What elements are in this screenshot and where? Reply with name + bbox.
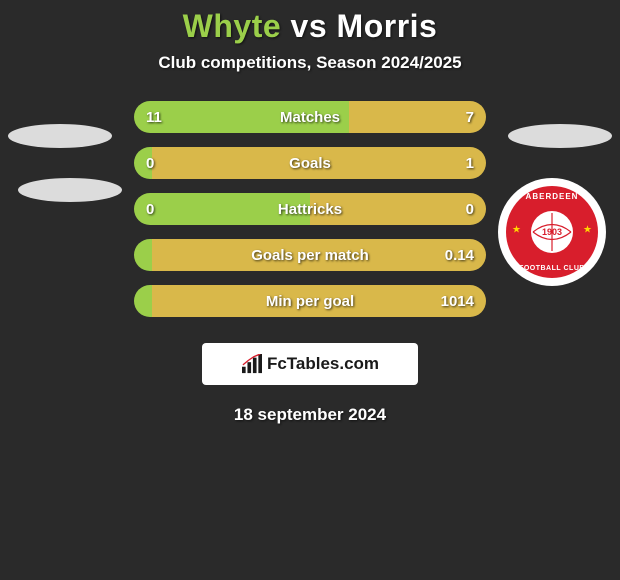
page-title: Whyte vs Morris [183, 8, 438, 45]
player2-name: Morris [337, 8, 438, 44]
stat-row: 1014Min per goal [134, 285, 486, 317]
date-text: 18 september 2024 [234, 405, 386, 425]
stats-list: 117Matches 01Goals 00Hattricks 0.14Goals pe… [134, 101, 486, 317]
stat-label: Matches [134, 109, 486, 126]
stat-row: 01Goals [134, 147, 486, 179]
stat-label: Goals [134, 155, 486, 172]
stat-label: Min per goal [134, 293, 486, 310]
brand-text: FcTables.com [267, 354, 379, 374]
player1-name: Whyte [183, 8, 282, 44]
stat-row: 117Matches [134, 101, 486, 133]
stat-row: 0.14Goals per match [134, 239, 486, 271]
badge-ball: 1903 [531, 211, 573, 253]
brand-box: FcTables.com [202, 343, 418, 385]
placeholder-oval-right-1 [508, 124, 612, 148]
stat-row: 00Hattricks [134, 193, 486, 225]
stat-label: Hattricks [134, 201, 486, 218]
badge-bottom-text: FOOTBALL CLUB [506, 265, 598, 272]
placeholder-oval-left-2 [18, 178, 122, 202]
club-badge: ABERDEEN ★★ 1903 FOOTBALL CLUB [498, 178, 606, 286]
placeholder-oval-left-1 [8, 124, 112, 148]
stat-label: Goals per match [134, 247, 486, 264]
bars-icon [241, 354, 263, 374]
subtitle: Club competitions, Season 2024/2025 [158, 53, 461, 73]
badge-top-text: ABERDEEN [506, 192, 598, 201]
club-badge-inner: ABERDEEN ★★ 1903 FOOTBALL CLUB [506, 186, 598, 278]
badge-year: 1903 [542, 227, 562, 237]
vs-text: vs [291, 8, 328, 44]
